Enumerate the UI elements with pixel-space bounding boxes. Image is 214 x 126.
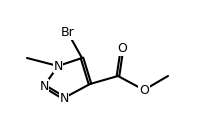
Text: Br: Br xyxy=(61,26,75,39)
Text: N: N xyxy=(39,80,49,92)
Text: N: N xyxy=(53,59,63,72)
Text: O: O xyxy=(139,84,149,97)
Text: N: N xyxy=(59,91,69,104)
Text: O: O xyxy=(117,42,127,55)
